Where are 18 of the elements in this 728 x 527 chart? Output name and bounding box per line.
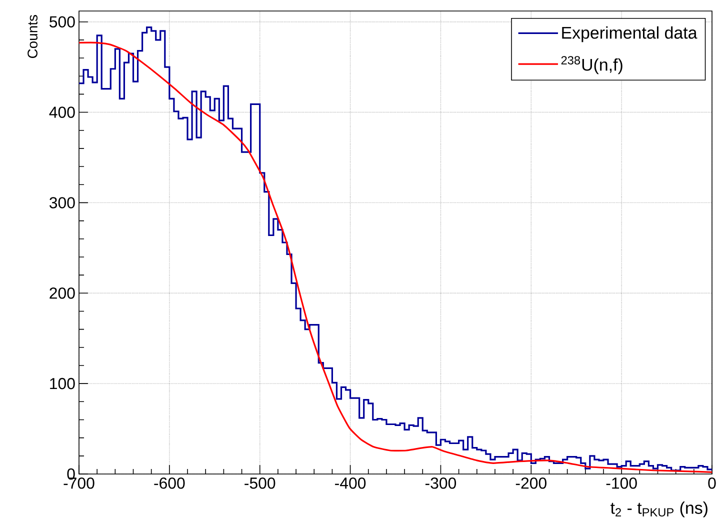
x-tick-label: -100: [606, 478, 637, 489]
y-tick-label: 500: [50, 16, 75, 28]
x-tick-label: -500: [244, 478, 276, 489]
x-tick-label: -600: [154, 478, 185, 489]
legend-label: $^{238}$U(n,f): [561, 56, 622, 74]
y-tick-label: 400: [49, 106, 75, 118]
y-tick-label: 300: [49, 197, 75, 208]
y-tick-label: 200: [50, 288, 75, 299]
y-tick-label: 100: [50, 378, 75, 390]
x-tick-label: 0: [708, 478, 716, 489]
legend-label: Experimental data: [562, 26, 698, 42]
y-axis-title: Counts: [28, 15, 38, 58]
x-tick-label: -700: [64, 478, 94, 489]
x-tick-label: -200: [516, 478, 546, 489]
x-axis-title: t$_{2}$ - t$_{PKUP}$ (ns): [610, 502, 708, 518]
x-tick-label: -400: [335, 478, 366, 489]
x-tick-label: -300: [425, 478, 456, 489]
y-tick-label: 0: [67, 468, 75, 480]
